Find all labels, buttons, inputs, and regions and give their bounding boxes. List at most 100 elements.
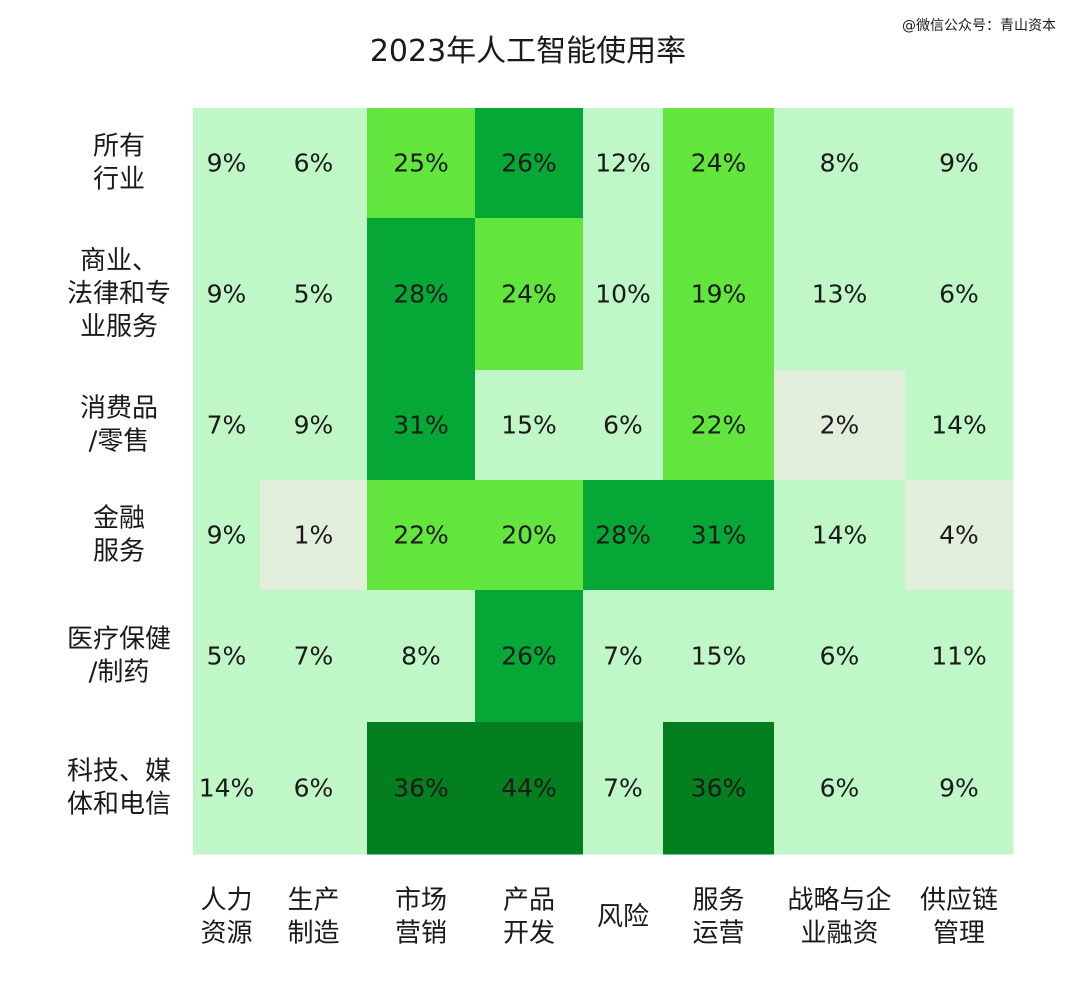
heatmap-cell	[367, 590, 476, 723]
heatmap-cell	[774, 590, 906, 723]
cell-value-label: 7%	[207, 411, 247, 440]
cell-value-label: 9%	[207, 521, 247, 550]
x-axis-label: 战略与企业融资	[787, 886, 891, 949]
cell-value-label: 6%	[820, 774, 860, 803]
heatmap-cell	[905, 480, 1014, 591]
heatmap-cell	[260, 590, 368, 723]
cell-value-label: 5%	[294, 280, 334, 309]
heatmap-cell	[774, 108, 906, 219]
heatmap-cell	[193, 370, 261, 481]
heatmap-cell	[905, 108, 1014, 219]
cell-value-label: 5%	[207, 642, 247, 671]
cell-value-label: 31%	[691, 521, 747, 550]
cell-value-label: 25%	[393, 149, 449, 178]
cell-value-label: 14%	[931, 411, 987, 440]
cell-value-label: 1%	[294, 521, 334, 550]
heatmap-cell	[583, 108, 664, 219]
heatmap-cell	[193, 590, 261, 723]
heatmap-cell	[475, 108, 584, 219]
cell-value-label: 12%	[595, 149, 651, 178]
cell-value-label: 6%	[294, 149, 334, 178]
x-axis-label: 市场营销	[395, 886, 447, 949]
cell-value-label: 15%	[691, 642, 747, 671]
cell-value-label: 24%	[691, 149, 747, 178]
cell-value-label: 11%	[931, 642, 987, 671]
heatmap-cell	[260, 370, 368, 481]
heatmap-cell	[367, 218, 476, 371]
heatmap-cell	[475, 480, 584, 591]
cell-value-label: 9%	[207, 149, 247, 178]
x-axis-label: 服务运营	[692, 886, 744, 949]
heatmap-cell	[663, 370, 775, 481]
cell-value-label: 15%	[501, 411, 557, 440]
heatmap-cell	[475, 218, 584, 371]
heatmap-cell	[260, 480, 368, 591]
cell-value-label: 13%	[812, 280, 868, 309]
cell-value-label: 36%	[393, 774, 449, 803]
cell-value-label: 14%	[812, 521, 868, 550]
heatmap-cell	[475, 370, 584, 481]
x-axis-label: 风险	[597, 902, 649, 932]
cell-value-label: 26%	[501, 642, 557, 671]
heatmap-cell	[583, 218, 664, 371]
cell-value-label: 9%	[939, 774, 979, 803]
chart-title: 2023年人工智能使用率	[370, 34, 686, 69]
cell-value-label: 31%	[393, 411, 449, 440]
cell-value-label: 9%	[294, 411, 334, 440]
cell-value-label: 4%	[939, 521, 979, 550]
cell-value-label: 6%	[939, 280, 979, 309]
heatmap-cell	[367, 722, 476, 855]
heatmap-cell	[475, 590, 584, 723]
heatmap-cell	[663, 722, 775, 855]
cell-value-label: 6%	[603, 411, 643, 440]
cell-value-label: 26%	[501, 149, 557, 178]
heatmap-cell	[583, 590, 664, 723]
cell-value-label: 28%	[595, 521, 651, 550]
heatmap-cell	[367, 480, 476, 591]
heatmap-cell	[774, 480, 906, 591]
heatmap-cell	[260, 108, 368, 219]
heatmap-cell	[583, 370, 664, 481]
heatmap-cell	[193, 480, 261, 591]
heatmap-cell	[193, 108, 261, 219]
cell-value-label: 22%	[691, 411, 747, 440]
cell-value-label: 8%	[820, 149, 860, 178]
y-axis-label: 消费品/零售	[80, 394, 158, 457]
cell-value-label: 7%	[603, 642, 643, 671]
heatmap-cell	[260, 722, 368, 855]
cell-value-label: 7%	[294, 642, 334, 671]
heatmap-cell-labels: 9% 6% 25% 26% 12% 24% 8% 9% 9% 5% 28% 24% 10% 19% 13% 6…	[199, 149, 987, 803]
y-axis-label: 所有行业	[93, 132, 145, 195]
watermark-text: @微信公众号：青山资本	[902, 18, 1056, 34]
x-axis-label: 人力资源	[200, 886, 252, 949]
cell-value-label: 36%	[691, 774, 747, 803]
heatmap-cell	[663, 480, 775, 591]
heatmap-cells	[193, 108, 1014, 855]
cell-value-label: 9%	[939, 149, 979, 178]
y-axis-label: 医疗保健/制药	[67, 625, 171, 688]
heatmap-cell	[774, 722, 906, 855]
heatmap-cell	[193, 722, 261, 855]
cell-value-label: 20%	[501, 521, 557, 550]
x-axis-label: 产品开发	[503, 886, 555, 949]
heatmap-cell	[663, 108, 775, 219]
y-axis-label: 商业、法律和专业服务	[67, 246, 171, 342]
heatmap-cell	[583, 722, 664, 855]
cell-value-label: 9%	[207, 280, 247, 309]
heatmap-cell	[774, 370, 906, 481]
cell-value-label: 8%	[401, 642, 441, 671]
heatmap-cell	[475, 722, 584, 855]
cell-value-label: 7%	[603, 774, 643, 803]
cell-value-label: 6%	[294, 774, 334, 803]
x-axis-label: 供应链管理	[920, 886, 998, 949]
heatmap-cell	[663, 590, 775, 723]
cell-value-label: 44%	[501, 774, 557, 803]
cell-value-label: 14%	[199, 774, 255, 803]
heatmap-cell	[905, 722, 1014, 855]
cell-value-label: 28%	[393, 280, 449, 309]
heatmap-cell	[367, 370, 476, 481]
heatmap-cell	[367, 108, 476, 219]
